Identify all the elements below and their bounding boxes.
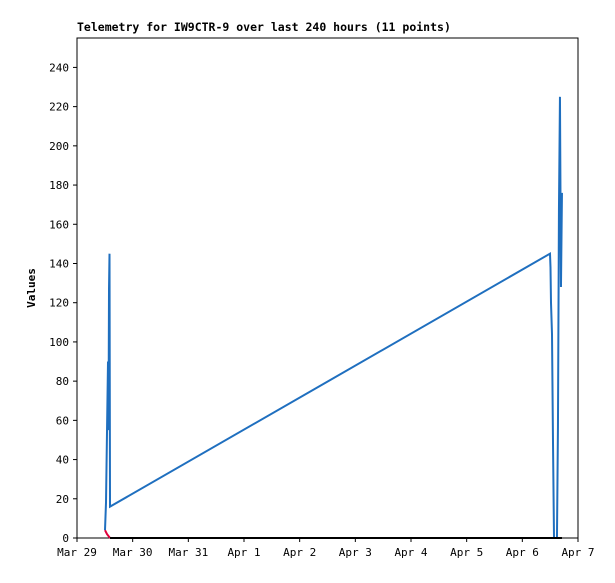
y-tick-label: 100 bbox=[49, 336, 69, 349]
x-tick-label: Apr 5 bbox=[450, 546, 483, 559]
series-line bbox=[104, 529, 111, 539]
y-tick-label: 60 bbox=[56, 414, 69, 427]
chart-title: Telemetry for IW9CTR-9 over last 240 hou… bbox=[77, 20, 451, 34]
x-tick-label: Mar 29 bbox=[57, 546, 97, 559]
y-tick-label: 120 bbox=[49, 297, 69, 310]
y-tick-label: 80 bbox=[56, 375, 69, 388]
y-tick-label: 160 bbox=[49, 218, 69, 231]
x-tick-label: Apr 4 bbox=[394, 546, 427, 559]
y-tick-label: 240 bbox=[49, 61, 69, 74]
y-tick-label: 20 bbox=[56, 493, 69, 506]
x-tick-label: Apr 7 bbox=[561, 546, 594, 559]
plot-frame bbox=[76, 37, 579, 539]
y-tick-label: 0 bbox=[62, 532, 69, 545]
series-line bbox=[104, 96, 563, 539]
x-tick-label: Mar 30 bbox=[113, 546, 153, 559]
y-tick-label: 140 bbox=[49, 257, 69, 270]
x-tick-label: Apr 6 bbox=[506, 546, 539, 559]
y-tick-label: 200 bbox=[49, 140, 69, 153]
y-tick-label: 220 bbox=[49, 101, 69, 114]
x-tick-label: Apr 1 bbox=[227, 546, 260, 559]
y-tick-label: 40 bbox=[56, 454, 69, 467]
y-tick-label: 180 bbox=[49, 179, 69, 192]
x-tick-label: Apr 2 bbox=[283, 546, 316, 559]
x-tick-label: Mar 31 bbox=[168, 546, 208, 559]
y-axis-label: Values bbox=[25, 268, 38, 308]
x-tick-label: Apr 3 bbox=[339, 546, 372, 559]
